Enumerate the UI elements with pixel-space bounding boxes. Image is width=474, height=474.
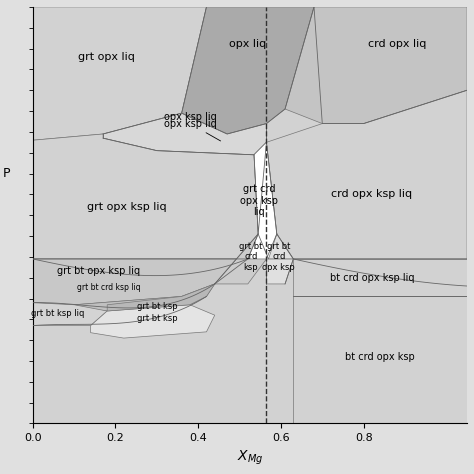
Text: crd opx liq: crd opx liq bbox=[367, 39, 426, 49]
X-axis label: $\mathit{X}_{Mg}$: $\mathit{X}_{Mg}$ bbox=[237, 449, 263, 467]
Polygon shape bbox=[266, 234, 293, 284]
Text: grt opx ksp liq: grt opx ksp liq bbox=[87, 202, 166, 212]
Polygon shape bbox=[33, 303, 107, 326]
Polygon shape bbox=[248, 142, 277, 259]
Text: bt crd opx ksp liq: bt crd opx ksp liq bbox=[330, 273, 414, 283]
Text: grt bt
crd
opx ksp: grt bt crd opx ksp bbox=[263, 242, 295, 272]
Text: grt bt opx ksp liq: grt bt opx ksp liq bbox=[57, 266, 140, 276]
Polygon shape bbox=[74, 234, 258, 311]
Polygon shape bbox=[103, 113, 266, 155]
Text: grt bt ksp liq: grt bt ksp liq bbox=[31, 309, 84, 318]
Text: grt bt ksp: grt bt ksp bbox=[137, 302, 177, 311]
Polygon shape bbox=[107, 284, 215, 311]
Text: grt crd
opx ksp
liq: grt crd opx ksp liq bbox=[240, 184, 278, 217]
Text: grt opx liq: grt opx liq bbox=[78, 52, 135, 62]
Text: opx ksp liq: opx ksp liq bbox=[164, 112, 216, 122]
Text: opx liq: opx liq bbox=[229, 39, 266, 49]
Text: crd opx ksp liq: crd opx ksp liq bbox=[331, 190, 412, 200]
Polygon shape bbox=[33, 7, 207, 140]
Text: grt bt ksp: grt bt ksp bbox=[137, 314, 177, 323]
Text: bt crd opx ksp: bt crd opx ksp bbox=[346, 352, 415, 362]
Polygon shape bbox=[91, 305, 215, 338]
Text: grt bt crd ksp liq: grt bt crd ksp liq bbox=[77, 283, 141, 292]
Polygon shape bbox=[285, 7, 467, 124]
Polygon shape bbox=[182, 7, 314, 134]
Polygon shape bbox=[33, 134, 266, 259]
Polygon shape bbox=[293, 296, 467, 423]
Polygon shape bbox=[33, 259, 248, 305]
Polygon shape bbox=[215, 234, 277, 284]
Polygon shape bbox=[266, 90, 467, 259]
Text: P: P bbox=[3, 167, 10, 180]
Polygon shape bbox=[293, 259, 467, 296]
Text: grt bt
crd
ksp: grt bt crd ksp bbox=[239, 242, 263, 272]
Polygon shape bbox=[248, 142, 277, 259]
Text: opx ksp liq: opx ksp liq bbox=[164, 118, 220, 141]
